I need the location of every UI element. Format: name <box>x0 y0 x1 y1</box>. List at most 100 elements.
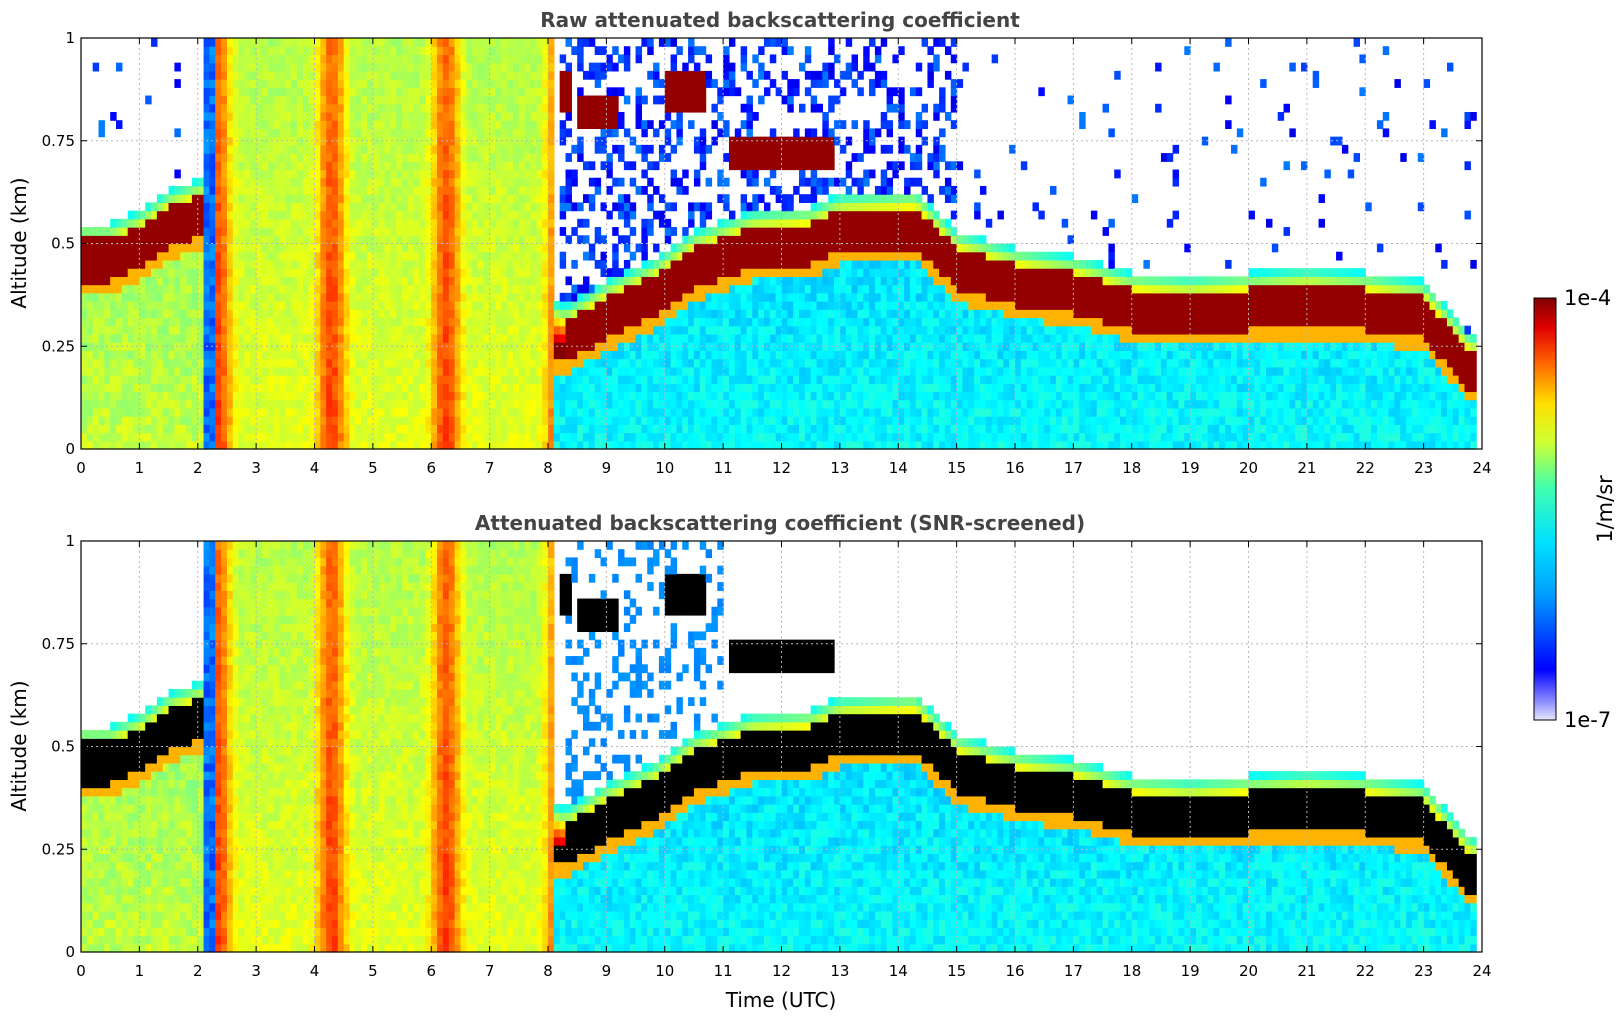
heatmap-cell <box>291 103 298 113</box>
heatmap-cell <box>763 153 771 162</box>
heatmap-cell <box>524 391 532 401</box>
heatmap-cell <box>635 342 642 351</box>
heatmap-cell <box>250 136 257 146</box>
heatmap-cell <box>250 46 257 56</box>
heatmap-cell <box>606 111 613 121</box>
heatmap-cell <box>419 185 427 195</box>
heatmap-cell <box>548 79 555 88</box>
heatmap-cell <box>711 317 718 327</box>
heatmap-cell <box>728 292 736 302</box>
heatmap-cell <box>489 218 497 228</box>
heatmap-cell <box>396 185 403 195</box>
heatmap-cell <box>728 79 736 88</box>
heatmap-cell <box>203 350 211 360</box>
heatmap-cell <box>116 276 123 286</box>
heatmap-cell <box>285 194 292 203</box>
heatmap-cell <box>396 177 403 187</box>
heatmap-cell <box>705 301 713 310</box>
heatmap-cell <box>355 342 362 351</box>
heatmap-cell <box>203 358 211 368</box>
heatmap-cell <box>186 284 193 294</box>
heatmap-cell <box>302 284 310 294</box>
heatmap-cell <box>116 440 123 450</box>
heatmap-cell <box>378 62 386 72</box>
heatmap-cell <box>320 202 327 212</box>
heatmap-cell <box>326 235 333 245</box>
heatmap-cell <box>145 333 152 343</box>
heatmap-cell <box>460 54 467 64</box>
heatmap-cell <box>600 284 607 294</box>
heatmap-cell <box>676 251 683 261</box>
heatmap-cell <box>186 366 193 376</box>
heatmap-cell <box>565 128 572 138</box>
heatmap-cell <box>407 432 415 442</box>
heatmap-cell <box>209 210 216 220</box>
heatmap-cell <box>629 416 637 425</box>
heatmap-cell <box>221 227 228 236</box>
heatmap-cell <box>396 276 403 286</box>
heatmap-cell <box>723 276 730 286</box>
heatmap-cell <box>332 416 339 425</box>
heatmap-cell <box>693 333 701 343</box>
heatmap-cell <box>618 440 625 450</box>
heatmap-cell <box>390 87 397 97</box>
heatmap-cell <box>402 54 409 64</box>
heatmap-cell <box>758 62 765 72</box>
heatmap-cell <box>693 276 701 286</box>
heatmap-cell <box>472 54 479 64</box>
heatmap-cell <box>472 301 479 310</box>
heatmap-cell <box>530 424 537 434</box>
heatmap-cell <box>442 169 450 179</box>
heatmap-cell <box>437 177 444 187</box>
heatmap-cell <box>127 391 135 401</box>
heatmap-cell <box>758 440 765 450</box>
heatmap-cell <box>104 235 111 245</box>
heatmap-cell <box>495 440 502 450</box>
heatmap-cell <box>156 227 164 236</box>
heatmap-cell <box>588 424 596 434</box>
heatmap-cell <box>285 161 292 171</box>
heatmap-cell <box>110 375 117 384</box>
heatmap-cell <box>279 62 286 72</box>
heatmap-cell <box>133 268 140 277</box>
heatmap-cell <box>402 333 409 343</box>
heatmap-cell <box>209 79 216 88</box>
heatmap-cell <box>238 46 246 56</box>
heatmap-cell <box>606 333 613 343</box>
heatmap-cell <box>302 317 310 327</box>
heatmap-cell <box>641 350 648 360</box>
heatmap-cell <box>711 424 718 434</box>
heatmap-cell <box>489 194 497 203</box>
heatmap-cell <box>477 185 485 195</box>
heatmap-cell <box>296 169 304 179</box>
heatmap-cell <box>308 259 316 269</box>
heatmap-cell <box>343 424 351 434</box>
heatmap-cell <box>390 153 397 162</box>
heatmap-cell <box>769 407 777 417</box>
heatmap-cell <box>460 383 467 393</box>
heatmap-cell <box>92 317 100 327</box>
heatmap-cell <box>121 235 129 245</box>
heatmap-cell <box>302 210 310 220</box>
heatmap-cell <box>682 391 689 401</box>
heatmap-cell <box>203 292 211 302</box>
heatmap-cell <box>728 243 736 253</box>
heatmap-cell <box>215 38 222 47</box>
heatmap-cell <box>454 358 462 368</box>
heatmap-cell <box>752 153 759 162</box>
heatmap-cell <box>343 416 351 425</box>
heatmap-cell <box>431 136 438 146</box>
heatmap-cell <box>121 227 129 236</box>
heatmap-cell <box>658 95 666 105</box>
heatmap-cell <box>197 227 205 236</box>
heatmap-cell <box>92 62 100 72</box>
heatmap-cell <box>752 54 759 64</box>
heatmap-cell <box>256 103 263 113</box>
heatmap-cell <box>658 144 666 154</box>
heatmap-cell <box>320 144 327 154</box>
heatmap-cell <box>542 317 549 327</box>
heatmap-cell <box>203 153 211 162</box>
heatmap-cell <box>670 432 678 442</box>
heatmap-cell <box>355 407 362 417</box>
heatmap-cell <box>384 194 391 203</box>
